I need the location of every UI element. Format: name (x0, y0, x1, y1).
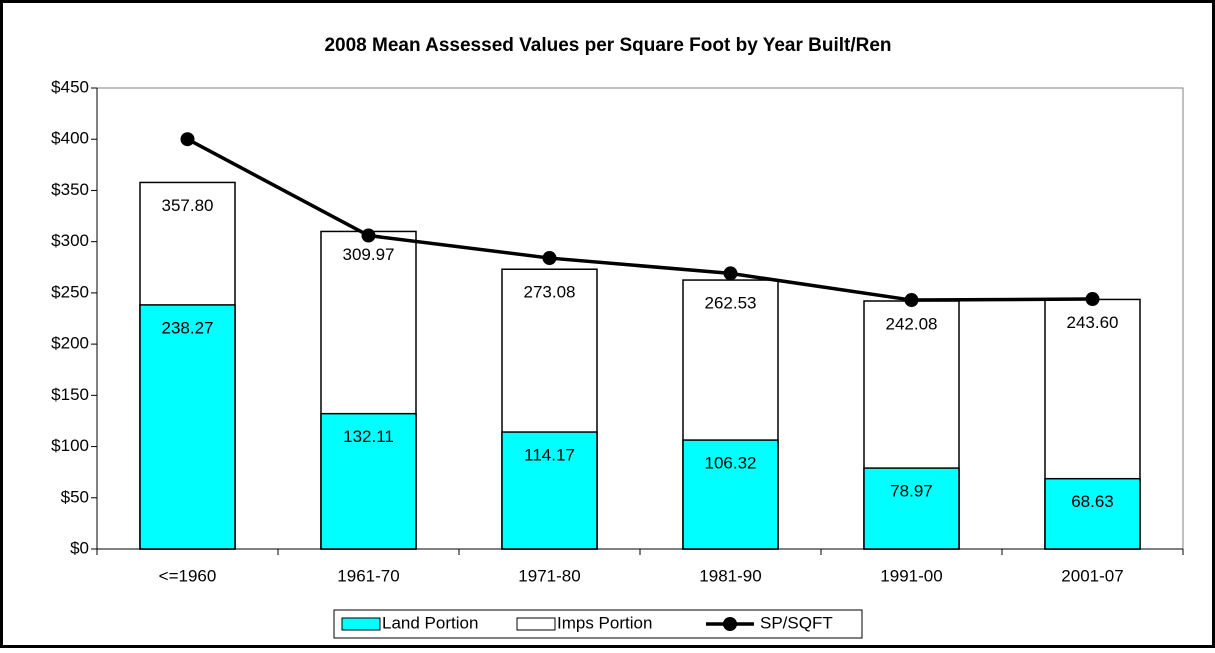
legend-swatch (341, 617, 381, 631)
y-tick-label: $150 (51, 385, 89, 404)
legend-marker (723, 617, 737, 631)
line (186, 137, 1093, 302)
legend-label: SP/SQFT (760, 613, 833, 632)
bar (863, 467, 960, 550)
y-tick-label: $400 (51, 129, 89, 148)
bar (1044, 477, 1141, 550)
line-marker (180, 132, 195, 147)
data-label: 114.17 (524, 446, 575, 465)
y-tick-label: $450 (51, 77, 89, 96)
legend-label: Imps Portion (557, 613, 652, 632)
line-marker (542, 251, 557, 266)
x-tick-label: 1981-90 (699, 566, 761, 585)
line-marker (361, 228, 376, 243)
x-tick-label: <=1960 (159, 566, 217, 585)
data-label: 273.08 (524, 283, 576, 302)
y-tick-label: $350 (51, 180, 89, 199)
data-label: 357.80 (162, 196, 214, 215)
data-label: 238.27 (162, 318, 214, 337)
data-label: 68.63 (1071, 492, 1114, 511)
y-tick-label: $300 (51, 231, 89, 250)
x-tick-label: 1971-80 (518, 566, 580, 585)
legend-swatch (516, 617, 556, 631)
data-label: 132.11 (343, 427, 394, 446)
data-label: 242.08 (886, 314, 938, 333)
x-tick-label: 2001-07 (1061, 566, 1123, 585)
legend-box (333, 609, 863, 639)
bar (501, 431, 598, 550)
y-tick-label: $250 (51, 282, 89, 301)
plot-area (96, 87, 1184, 550)
data-label: 262.53 (705, 294, 757, 313)
x-tick-label: 1991-00 (880, 566, 942, 585)
line-marker (904, 293, 919, 308)
legend-label: Land Portion (382, 613, 478, 632)
bar (320, 412, 417, 550)
line-marker (723, 266, 738, 281)
bar (139, 304, 236, 550)
bar (682, 439, 779, 550)
data-label: 78.97 (890, 482, 933, 501)
line-marker (1085, 292, 1100, 307)
y-tick-label: $100 (51, 436, 89, 455)
x-tick-label: 1961-70 (337, 566, 399, 585)
data-label: 309.97 (343, 245, 395, 264)
data-label: 243.60 (1067, 313, 1119, 332)
y-tick-label: $0 (70, 538, 89, 557)
data-label: 106.32 (705, 454, 757, 473)
y-tick-label: $50 (61, 487, 89, 506)
y-tick-label: $200 (51, 334, 89, 353)
chart-title: 2008 Mean Assessed Values per Square Foo… (324, 35, 891, 56)
